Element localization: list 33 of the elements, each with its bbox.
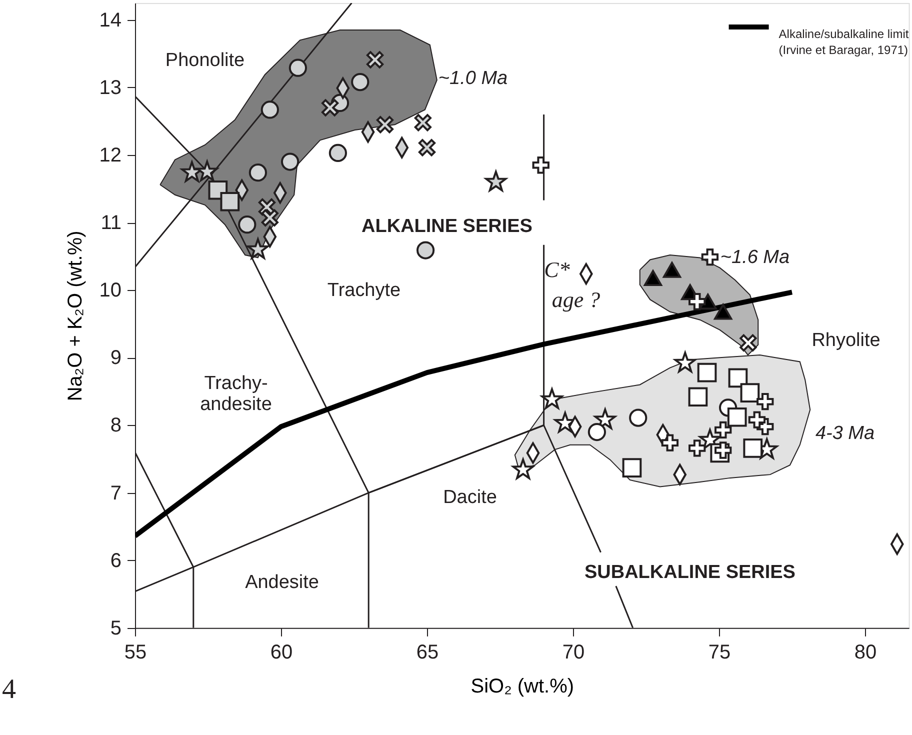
- x-tick-label: 80: [854, 641, 877, 664]
- y-axis-title: Na₂O + K₂O (wt.%): [64, 230, 86, 402]
- y-tick-label: 12: [99, 144, 122, 167]
- annotation: SUBALKALINE SERIES: [584, 562, 796, 583]
- y-tick-label: 11: [100, 212, 122, 234]
- x-tick-label: 75: [708, 641, 731, 664]
- annotation: Andesite: [245, 572, 319, 593]
- x-tick-label: 65: [416, 641, 439, 664]
- annotation: ALKALINE SERIES: [362, 216, 532, 237]
- x-axis-title: SiO₂ (wt.%): [470, 675, 574, 698]
- annotation: ~1.0 Ma: [438, 68, 508, 89]
- annotation: Phonolite: [165, 50, 245, 71]
- y-tick-label: 9: [110, 347, 122, 370]
- y-tick-label: 13: [99, 76, 122, 99]
- text: 4: [2, 674, 16, 705]
- y-tick-label: 7: [110, 482, 122, 504]
- y-tick-label: 6: [110, 550, 122, 572]
- annotation: Trachyte: [327, 280, 401, 301]
- annotation: 4-3 Ma: [815, 422, 875, 444]
- y-tick-label: 8: [110, 414, 122, 437]
- y-tick-label: 14: [99, 9, 122, 32]
- annotation: Dacite: [443, 486, 497, 508]
- annotation: Rhyolite: [812, 330, 880, 351]
- y-tick-label: 10: [99, 280, 122, 302]
- annotation: Trachy- andesite: [200, 372, 272, 415]
- x-tick-label: 55: [124, 641, 147, 664]
- annotation: ~1.6 Ma: [720, 246, 790, 268]
- annotation: C*: [544, 256, 570, 282]
- legend-label: Alkaline/subalkaline limit (Irvine et Baragar, 1971): [778, 27, 910, 57]
- y-tick-label: 5: [110, 617, 122, 640]
- x-tick-label: 70: [562, 641, 585, 664]
- x-tick-label: 60: [270, 641, 293, 664]
- annotation: age ?: [552, 286, 600, 312]
